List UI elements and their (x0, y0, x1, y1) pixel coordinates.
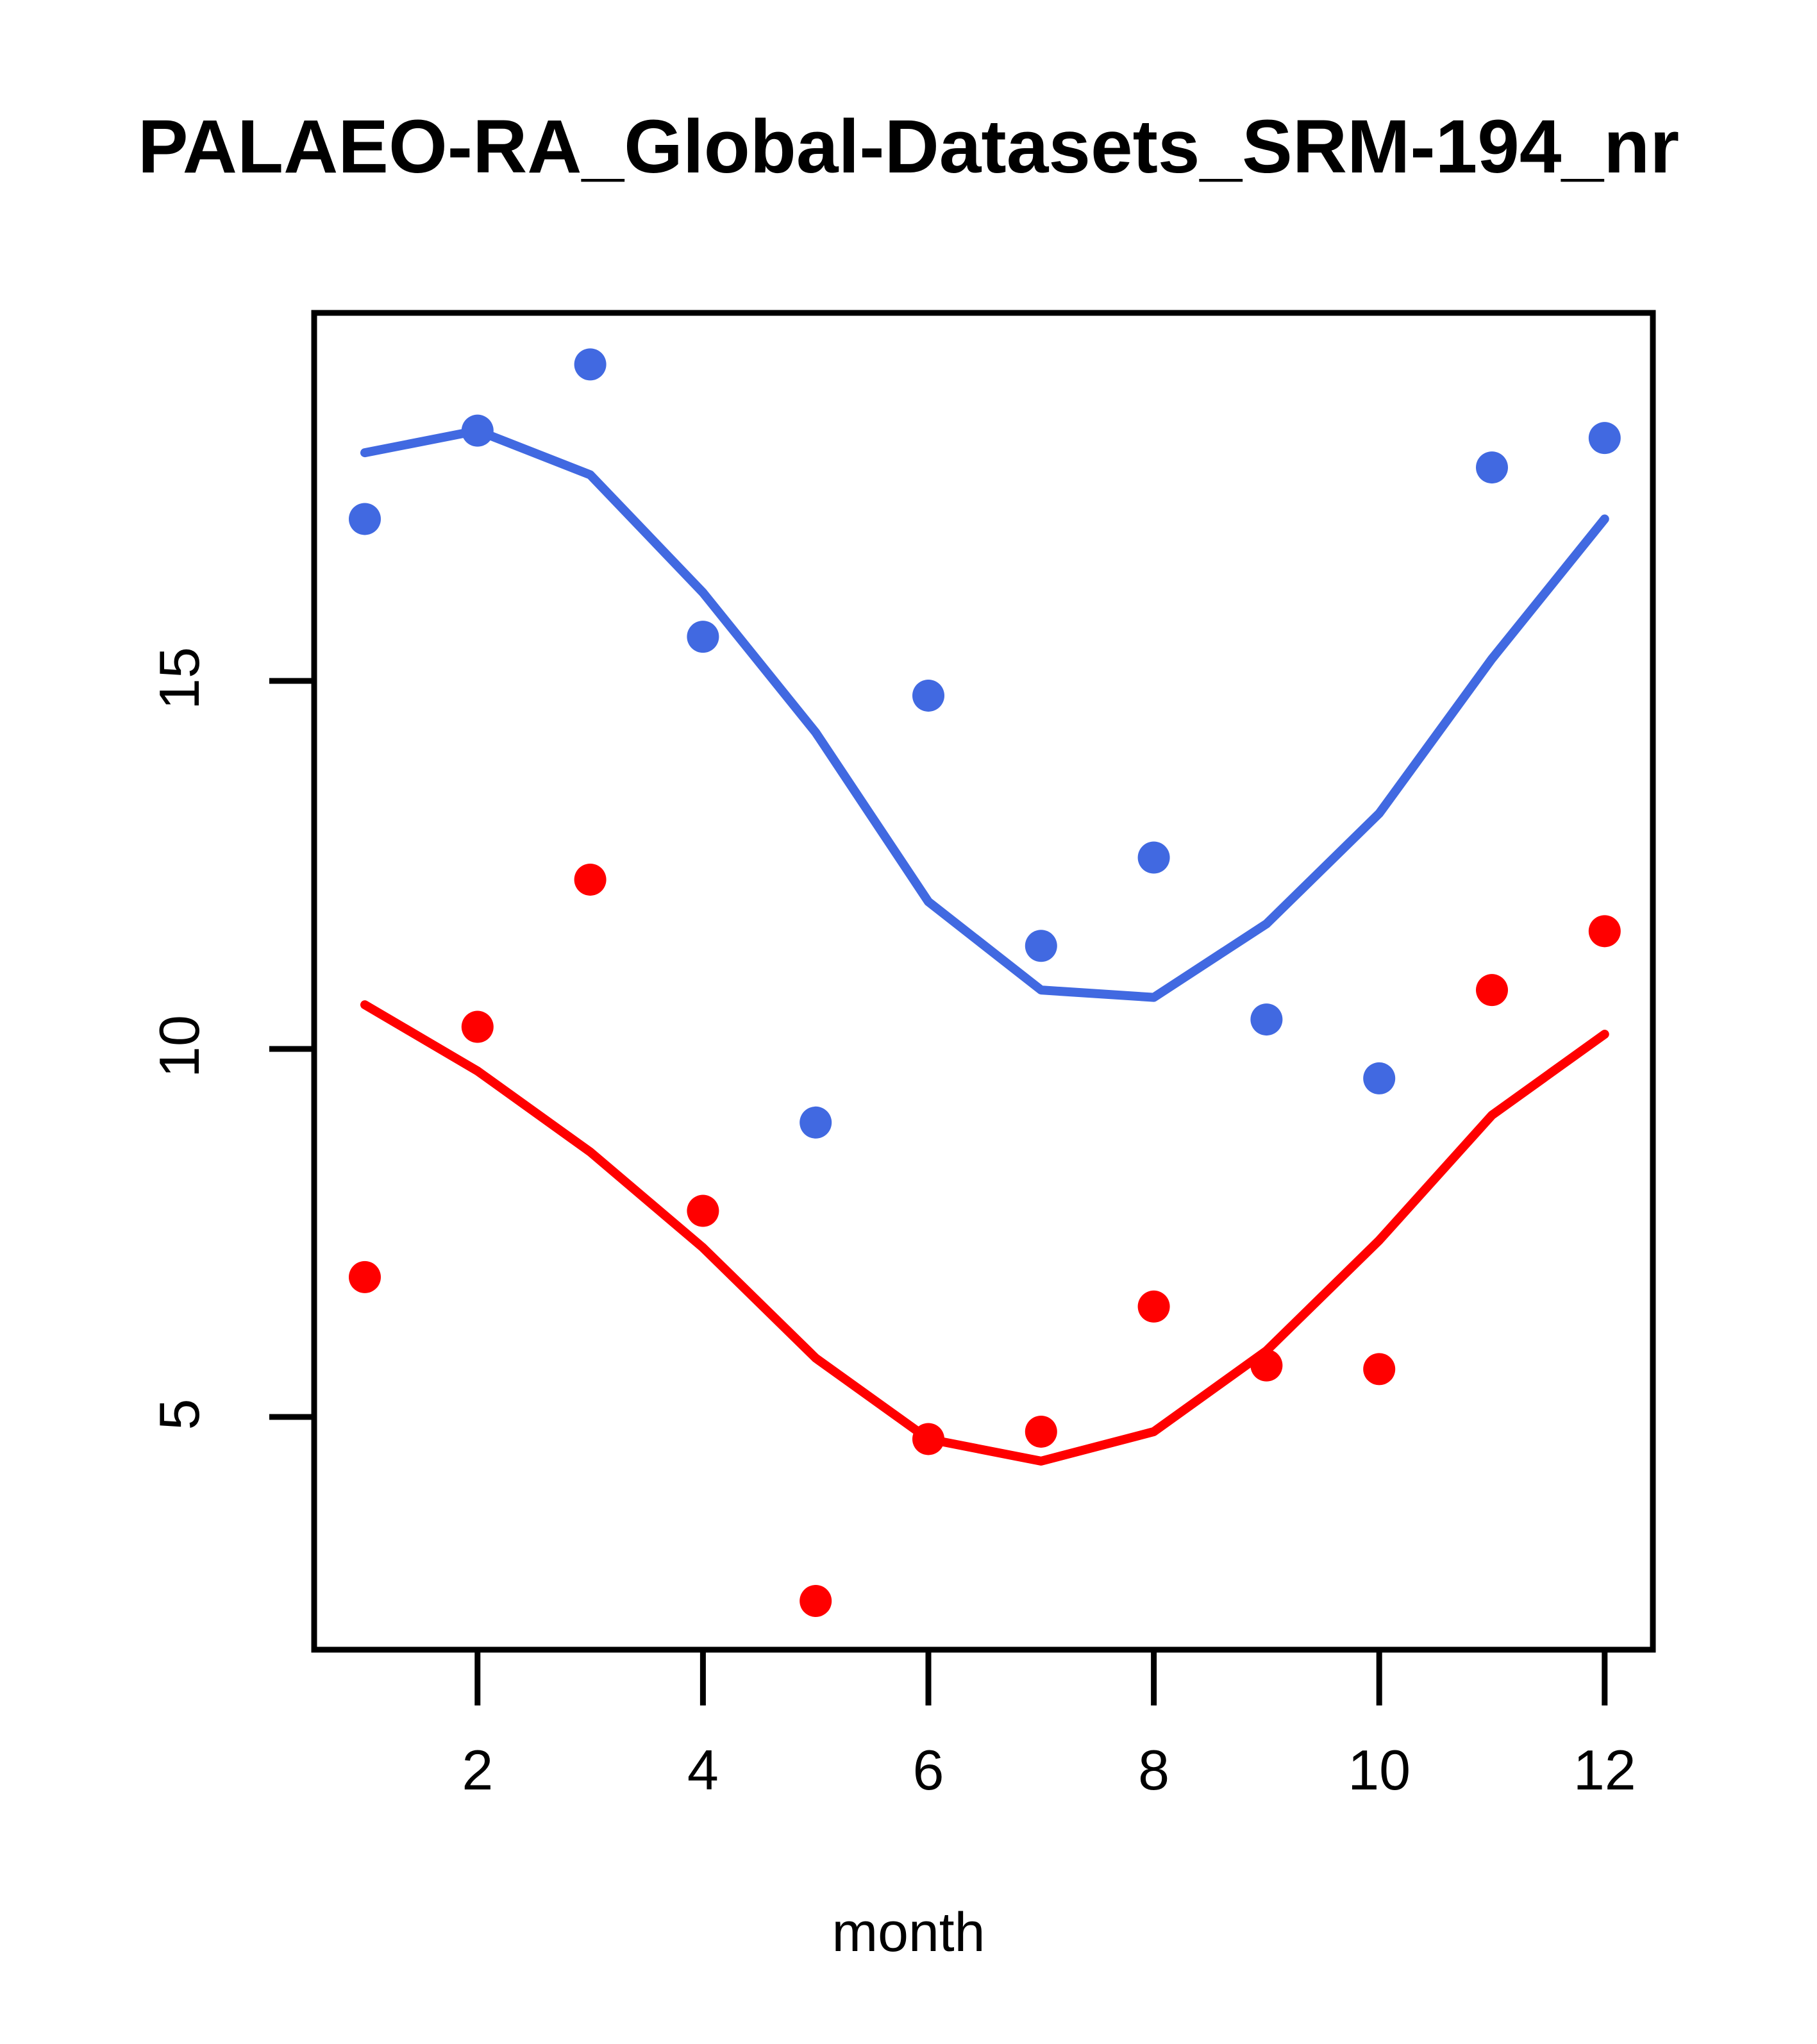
y-tick-label: 15 (147, 647, 211, 710)
x-tick-label: 4 (687, 1738, 719, 1802)
x-tick-label: 2 (462, 1738, 494, 1802)
data-point (1588, 915, 1621, 948)
data-point (1137, 841, 1170, 874)
data-point (1250, 1349, 1283, 1382)
data-point (1250, 1003, 1283, 1036)
y-axis-ticks (269, 678, 314, 1420)
data-point (1588, 422, 1621, 455)
data-point (574, 348, 607, 381)
x-tick-label: 12 (1573, 1738, 1636, 1802)
data-point (1476, 451, 1508, 484)
x-axis-ticks (474, 1650, 1608, 1705)
x-axis-label: month (832, 1902, 985, 1963)
series-line-blue-line (360, 426, 1609, 1002)
data-point (912, 1423, 944, 1455)
x-tick-label: 8 (1138, 1738, 1170, 1802)
data-point (687, 621, 719, 653)
data-point (912, 679, 944, 712)
x-tick-label: 10 (1348, 1738, 1411, 1802)
x-tick-label: 6 (912, 1738, 944, 1802)
series-lines (360, 426, 1609, 1466)
plot-frame (311, 310, 1656, 1653)
y-tick-label: 10 (147, 1015, 211, 1078)
data-point (1363, 1062, 1396, 1094)
chart-title: PALAEO-RA_Global-Datasets_SRM-194_nr (137, 105, 1680, 189)
y-tick-label: 5 (147, 1398, 211, 1430)
data-point (1476, 974, 1508, 1007)
data-point (574, 863, 607, 896)
data-point (349, 503, 381, 535)
data-point (1137, 1290, 1170, 1323)
data-point (800, 1585, 832, 1617)
data-point (800, 1106, 832, 1139)
data-point (349, 1261, 381, 1293)
data-point (1363, 1353, 1396, 1386)
data-point (461, 414, 494, 447)
series-points (349, 348, 1621, 1617)
data-point (687, 1194, 719, 1227)
data-point (1025, 1415, 1057, 1448)
series-line-red-line (360, 1000, 1609, 1466)
data-point (1025, 930, 1057, 962)
data-point (461, 1010, 494, 1043)
